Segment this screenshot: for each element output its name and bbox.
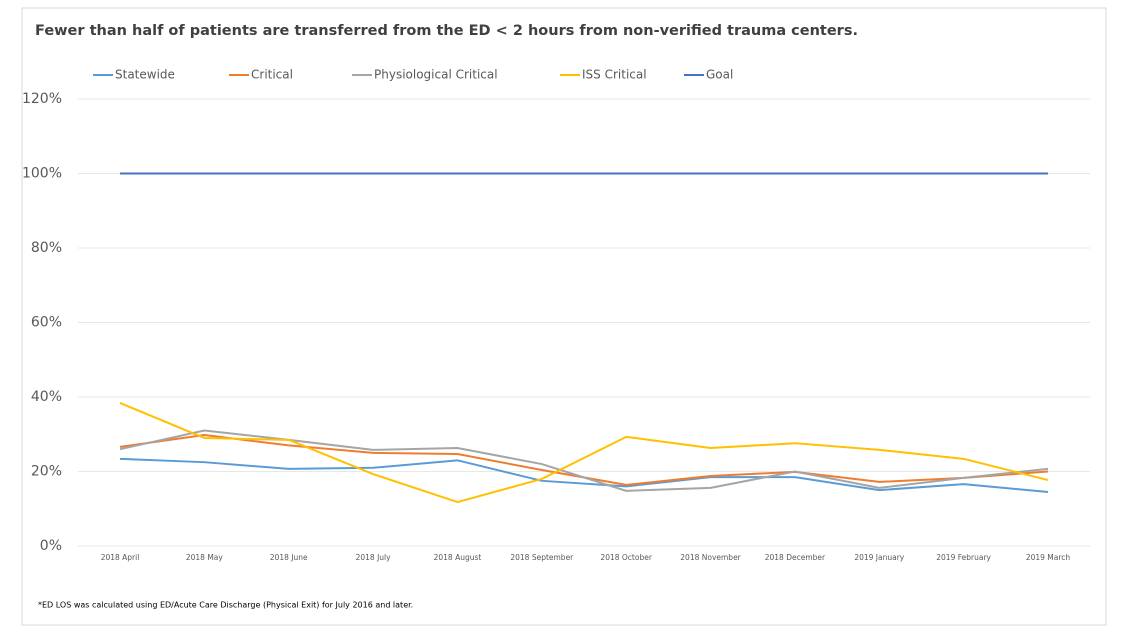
legend-label: Critical [251, 68, 293, 82]
series-line [119, 457, 1049, 493]
y-tick-label: 60% [31, 315, 62, 331]
y-tick-label: 80% [31, 240, 62, 256]
series-line [119, 429, 1049, 492]
x-tick-label: 2018 November [680, 553, 741, 562]
x-tick-label: 2018 April [101, 553, 140, 562]
x-tick-label: 2018 May [186, 553, 224, 562]
x-tick-label: 2018 October [600, 553, 652, 562]
chart-title: Fewer than half of patients are transfer… [35, 23, 858, 39]
x-tick-label: 2018 December [765, 553, 826, 562]
y-tick-label: 40% [31, 389, 62, 405]
legend-label: Physiological Critical [374, 68, 498, 82]
y-tick-label: 120% [22, 91, 62, 107]
legend-label: Goal [706, 68, 733, 82]
footnote: *ED LOS was calculated using ED/Acute Ca… [38, 601, 413, 610]
y-tick-label: 20% [31, 464, 62, 480]
series-line [119, 402, 1049, 504]
x-tick-label: 2019 February [936, 553, 991, 562]
legend-label: Statewide [115, 68, 175, 82]
legend-label: ISS Critical [582, 68, 647, 82]
y-tick-label: 100% [22, 166, 62, 182]
x-tick-label: 2018 September [510, 553, 574, 562]
x-tick-label: 2018 August [434, 553, 482, 562]
x-tick-label: 2019 March [1026, 553, 1071, 562]
x-tick-label: 2018 July [356, 553, 392, 562]
x-tick-label: 2018 June [270, 553, 308, 562]
x-tick-label: 2019 January [854, 553, 904, 562]
y-tick-label: 0% [40, 538, 62, 554]
chart-frame [21, 7, 1107, 626]
